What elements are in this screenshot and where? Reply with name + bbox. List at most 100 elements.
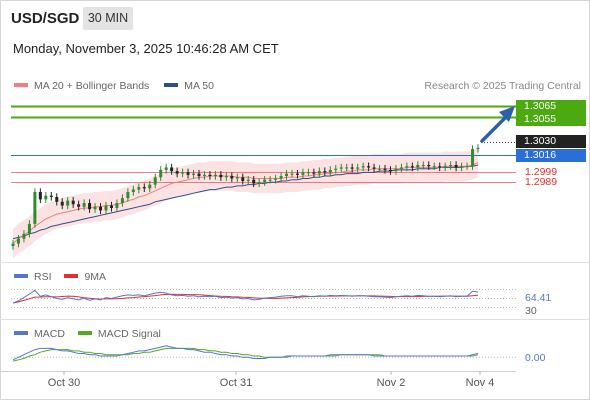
candle-body: [285, 173, 289, 177]
current-price-tag: 1.3030: [516, 135, 586, 148]
candle-body: [38, 192, 42, 200]
candle-body: [252, 179, 256, 184]
support2-label: 1.2989: [525, 176, 558, 188]
candle-body: [372, 167, 376, 169]
candle-body: [268, 179, 272, 181]
x-label-oct31: Oct 31: [219, 377, 253, 389]
candle-body: [213, 174, 217, 177]
candle-body: [88, 203, 92, 210]
candle-body: [427, 164, 431, 167]
main-legend: MA 20 + Bollinger Bands MA 50: [14, 80, 214, 92]
rsi-line: [12, 289, 479, 304]
rsi-legend: RSI 9MA: [14, 271, 106, 283]
candle-body: [197, 173, 201, 177]
candle-body: [137, 187, 141, 190]
candle-body: [334, 168, 338, 170]
candle-body: [312, 172, 316, 174]
candle-body: [460, 166, 464, 168]
candle-body: [421, 164, 425, 166]
target-low-label: 1.3055: [524, 113, 557, 125]
candle-body: [246, 179, 250, 181]
ma50-swatch: [164, 83, 179, 88]
candle-body: [399, 167, 403, 169]
candle-body: [33, 192, 37, 224]
candle-body: [109, 205, 113, 208]
candle-body: [438, 166, 442, 168]
bollinger-band: [13, 147, 478, 259]
candle-body: [388, 169, 392, 172]
candle-body: [394, 168, 398, 172]
research-credit: Research © 2025 Trading Central: [424, 80, 581, 92]
candle-body: [476, 147, 480, 150]
rsi-value-label: 64.41: [525, 292, 552, 304]
candle-body: [60, 201, 64, 206]
ma20-legend-label: MA 20 + Bollinger Bands: [34, 80, 150, 92]
candle-body: [77, 204, 81, 207]
candle-body: [208, 174, 212, 177]
candle-body: [301, 172, 305, 175]
candle-body: [186, 172, 190, 175]
candle-body: [66, 200, 70, 206]
candle-body: [471, 149, 475, 167]
candle-body: [416, 164, 420, 168]
macd-signal-legend-label: MACD Signal: [97, 328, 161, 340]
candle-body: [126, 192, 130, 199]
macd-legend: MACD MACD Signal: [14, 328, 161, 340]
candle-body: [383, 168, 387, 170]
candle-body: [443, 166, 447, 168]
candle-body: [257, 182, 261, 184]
candle-body: [115, 203, 119, 208]
candle-body: [224, 176, 228, 178]
macd-swatch: [14, 331, 28, 336]
candle-body: [164, 167, 168, 170]
candle-body: [99, 206, 103, 211]
candle-body: [378, 168, 382, 170]
candle-body: [356, 167, 360, 169]
macd-signal-line: [12, 347, 479, 362]
candle-body: [202, 174, 206, 177]
candle-body: [317, 171, 321, 174]
ma50-legend-label: MA 50: [184, 80, 214, 92]
candle-body: [55, 196, 59, 202]
candle-body: [405, 166, 409, 168]
candle-body: [16, 238, 20, 244]
candle-body: [93, 206, 97, 210]
candle-body: [148, 184, 152, 189]
support1-label: 1.2999: [525, 166, 558, 178]
candle-body: [170, 167, 174, 172]
candle-body: [339, 167, 343, 169]
macd-legend-label: MACD: [34, 328, 65, 340]
pivot-level-tag: 1.3016: [516, 149, 586, 162]
candle-body: [323, 171, 327, 173]
datetime-label: Monday, November 3, 2025 10:46:28 AM CET: [13, 41, 279, 56]
candle-body: [153, 177, 157, 185]
rsi-lower-label: 30: [525, 305, 537, 317]
candle-body: [192, 173, 196, 175]
candle-body: [235, 177, 239, 179]
candle-body: [361, 166, 365, 168]
macd-signal-swatch: [77, 331, 92, 336]
x-label-nov4: Nov 4: [465, 377, 495, 389]
candle-body: [274, 178, 278, 180]
candle-body: [241, 177, 245, 181]
x-label-oct30: Oct 30: [47, 377, 81, 389]
candle-body: [367, 166, 371, 168]
candle-body: [290, 173, 294, 175]
rsi-legend-label: RSI: [34, 271, 52, 283]
candle-body: [328, 169, 332, 173]
candle-body: [432, 166, 436, 168]
candle-body: [104, 205, 108, 211]
candle-body: [219, 174, 223, 178]
timeframe-button[interactable]: 30 MIN: [83, 7, 133, 30]
macd-line: [12, 345, 479, 361]
candle-body: [159, 169, 163, 178]
candle-body: [410, 166, 414, 168]
candle-body: [449, 164, 453, 167]
rsi-swatch: [14, 274, 28, 279]
target-level-tag: 1.3065 1.3055: [516, 100, 586, 126]
candle-body: [82, 203, 86, 207]
candle-body: [181, 172, 185, 174]
candle-body: [350, 167, 354, 169]
candle-body: [295, 173, 299, 175]
